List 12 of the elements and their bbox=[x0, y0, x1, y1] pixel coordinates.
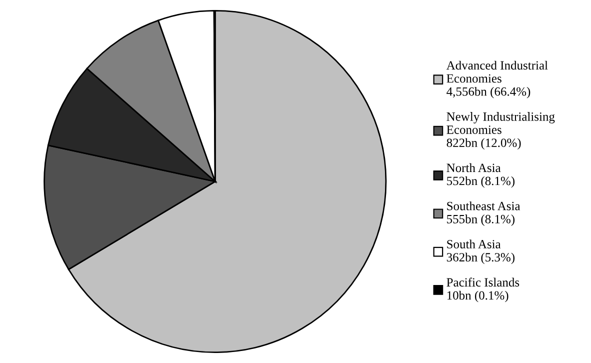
legend-label: South Asia bbox=[447, 240, 501, 248]
data-label: 10bn (0.1%) bbox=[447, 290, 508, 302]
legend-label: Newly Industrialising Economies bbox=[446, 112, 555, 134]
data-label: 555bn (8.1%) bbox=[447, 214, 515, 226]
legend-label: Advanced Industrial Economies bbox=[446, 60, 548, 83]
data-label: 822bn (12.0%) bbox=[446, 138, 521, 150]
legend-label: North Asia bbox=[446, 163, 501, 172]
legend-label: Pacific Islands bbox=[446, 278, 520, 287]
data-label: 4,556bn (66.4%) bbox=[446, 86, 530, 98]
legend-label: Southeast Asia bbox=[447, 201, 520, 210]
data-label: 552bn (8.1%) bbox=[447, 176, 515, 188]
data-label: 362bn (5.3%) bbox=[446, 252, 515, 264]
